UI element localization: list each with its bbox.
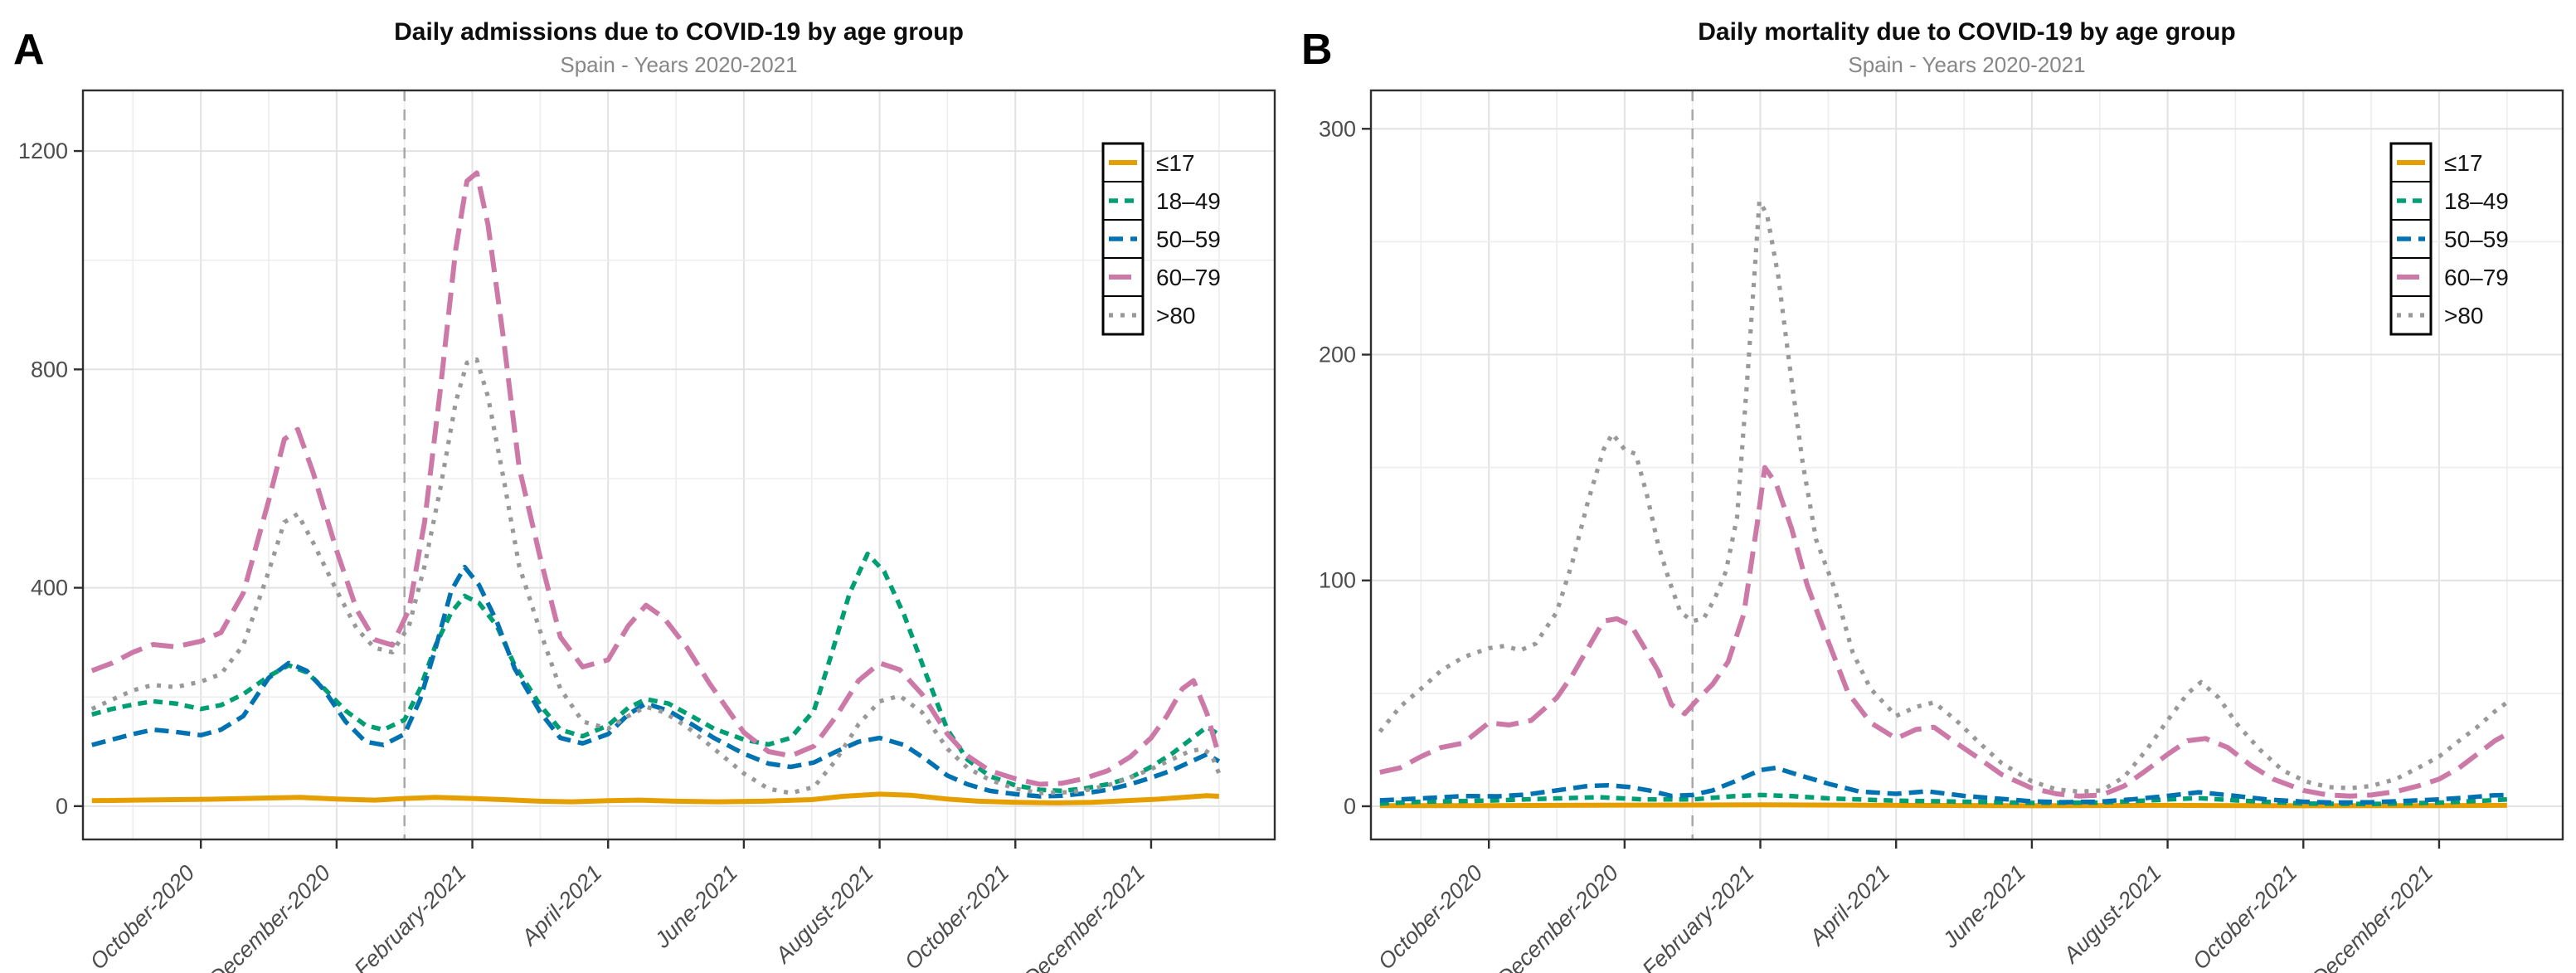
legend-label-50-59: 50–59	[2444, 226, 2509, 252]
series-line-50-59	[1379, 765, 2507, 805]
mortality-chart-subtitle: Spain - Years 2020-2021	[1848, 52, 2086, 77]
legend-label-18-49: 18–49	[2444, 188, 2509, 214]
legend-border	[1101, 142, 1145, 336]
admissions-chart-subtitle: Spain - Years 2020-2021	[560, 52, 798, 77]
panel-a-admissions: A Daily admissions due to COVID-19 by ag…	[13, 18, 1276, 973]
y-tick-label: 0	[56, 794, 68, 819]
y-axis: 0 400 800 1200	[18, 139, 83, 819]
y-tick-label: 400	[31, 576, 68, 601]
gridlines	[1371, 90, 2563, 839]
series-line-60-79	[1379, 465, 2509, 799]
x-tick-label: December-2020	[1492, 860, 1623, 973]
x-tick-label: December-2021	[1018, 860, 1149, 973]
legend-label-50-59: 50–59	[1156, 226, 1221, 252]
legend: ≤17 18–49 50–59 60–79 >80	[2389, 142, 2509, 336]
mortality-chart-svg: October-2020 December-2020 February-2021 Ap…	[1319, 89, 2564, 973]
x-tick-label: February-2021	[349, 860, 470, 973]
x-axis: October-2020 December-2020 February-2021 Ap…	[1373, 839, 2441, 973]
panel-label-a: A	[13, 26, 45, 74]
panel-b-mortality: B Daily mortality due to COVID-19 by age…	[1288, 0, 2576, 973]
panel-label-b: B	[1301, 26, 1333, 74]
y-axis: 0 100 200 300	[1319, 116, 1371, 819]
legend-label-gt80: >80	[2444, 303, 2484, 328]
x-tick-label: October-2020	[1373, 860, 1488, 973]
series-line-18-49	[91, 552, 1221, 794]
admissions-chart-title: Daily admissions due to COVID-19 by age …	[394, 18, 964, 46]
x-tick-label: April-2021	[516, 860, 607, 951]
legend-label-60-79: 60–79	[2444, 265, 2509, 290]
legend-label-le17: ≤17	[2444, 150, 2483, 176]
legend-label-gt80: >80	[1156, 303, 1196, 328]
y-tick-label: 200	[1319, 343, 1356, 367]
x-tick-label: June-2021	[1937, 860, 2030, 953]
series-line-le17	[91, 791, 1219, 805]
x-tick-label: April-2021	[1804, 860, 1895, 951]
y-tick-label: 800	[31, 357, 68, 382]
x-tick-label: October-2020	[85, 860, 200, 973]
x-tick-label: August-2021	[770, 860, 878, 969]
x-tick-label: October-2021	[2188, 860, 2302, 973]
panel-border	[1369, 89, 2564, 841]
panel-border	[81, 89, 1276, 841]
x-axis: October-2020 December-2020 February-2021 Ap…	[85, 839, 1153, 973]
gridlines	[83, 90, 1275, 839]
x-tick-label: December-2020	[204, 860, 335, 973]
x-tick-label: December-2021	[2306, 860, 2437, 973]
y-tick-label: 1200	[18, 139, 68, 163]
legend-label-60-79: 60–79	[1156, 265, 1221, 290]
x-tick-label: February-2021	[1637, 860, 1758, 973]
legend-label-le17: ≤17	[1156, 150, 1195, 176]
x-tick-label: October-2021	[900, 860, 1014, 973]
series-line-gt80	[90, 357, 1222, 795]
series-line-gt80	[1378, 198, 2509, 794]
x-tick-label: August-2021	[2058, 860, 2166, 969]
legend-border	[2389, 142, 2433, 336]
admissions-chart-svg: October-2020 December-2020 February-2021 Ap…	[18, 89, 1276, 973]
legend-label-18-49: 18–49	[1156, 188, 1221, 214]
y-tick-label: 0	[1344, 794, 1356, 819]
y-tick-label: 300	[1319, 116, 1356, 141]
x-tick-label: June-2021	[649, 860, 742, 953]
legend: ≤17 18–49 50–59 60–79 >80	[1101, 142, 1221, 336]
series-line-50-59	[91, 564, 1221, 799]
mortality-chart-title: Daily mortality due to COVID-19 by age g…	[1698, 18, 2236, 46]
y-tick-label: 100	[1319, 568, 1356, 593]
